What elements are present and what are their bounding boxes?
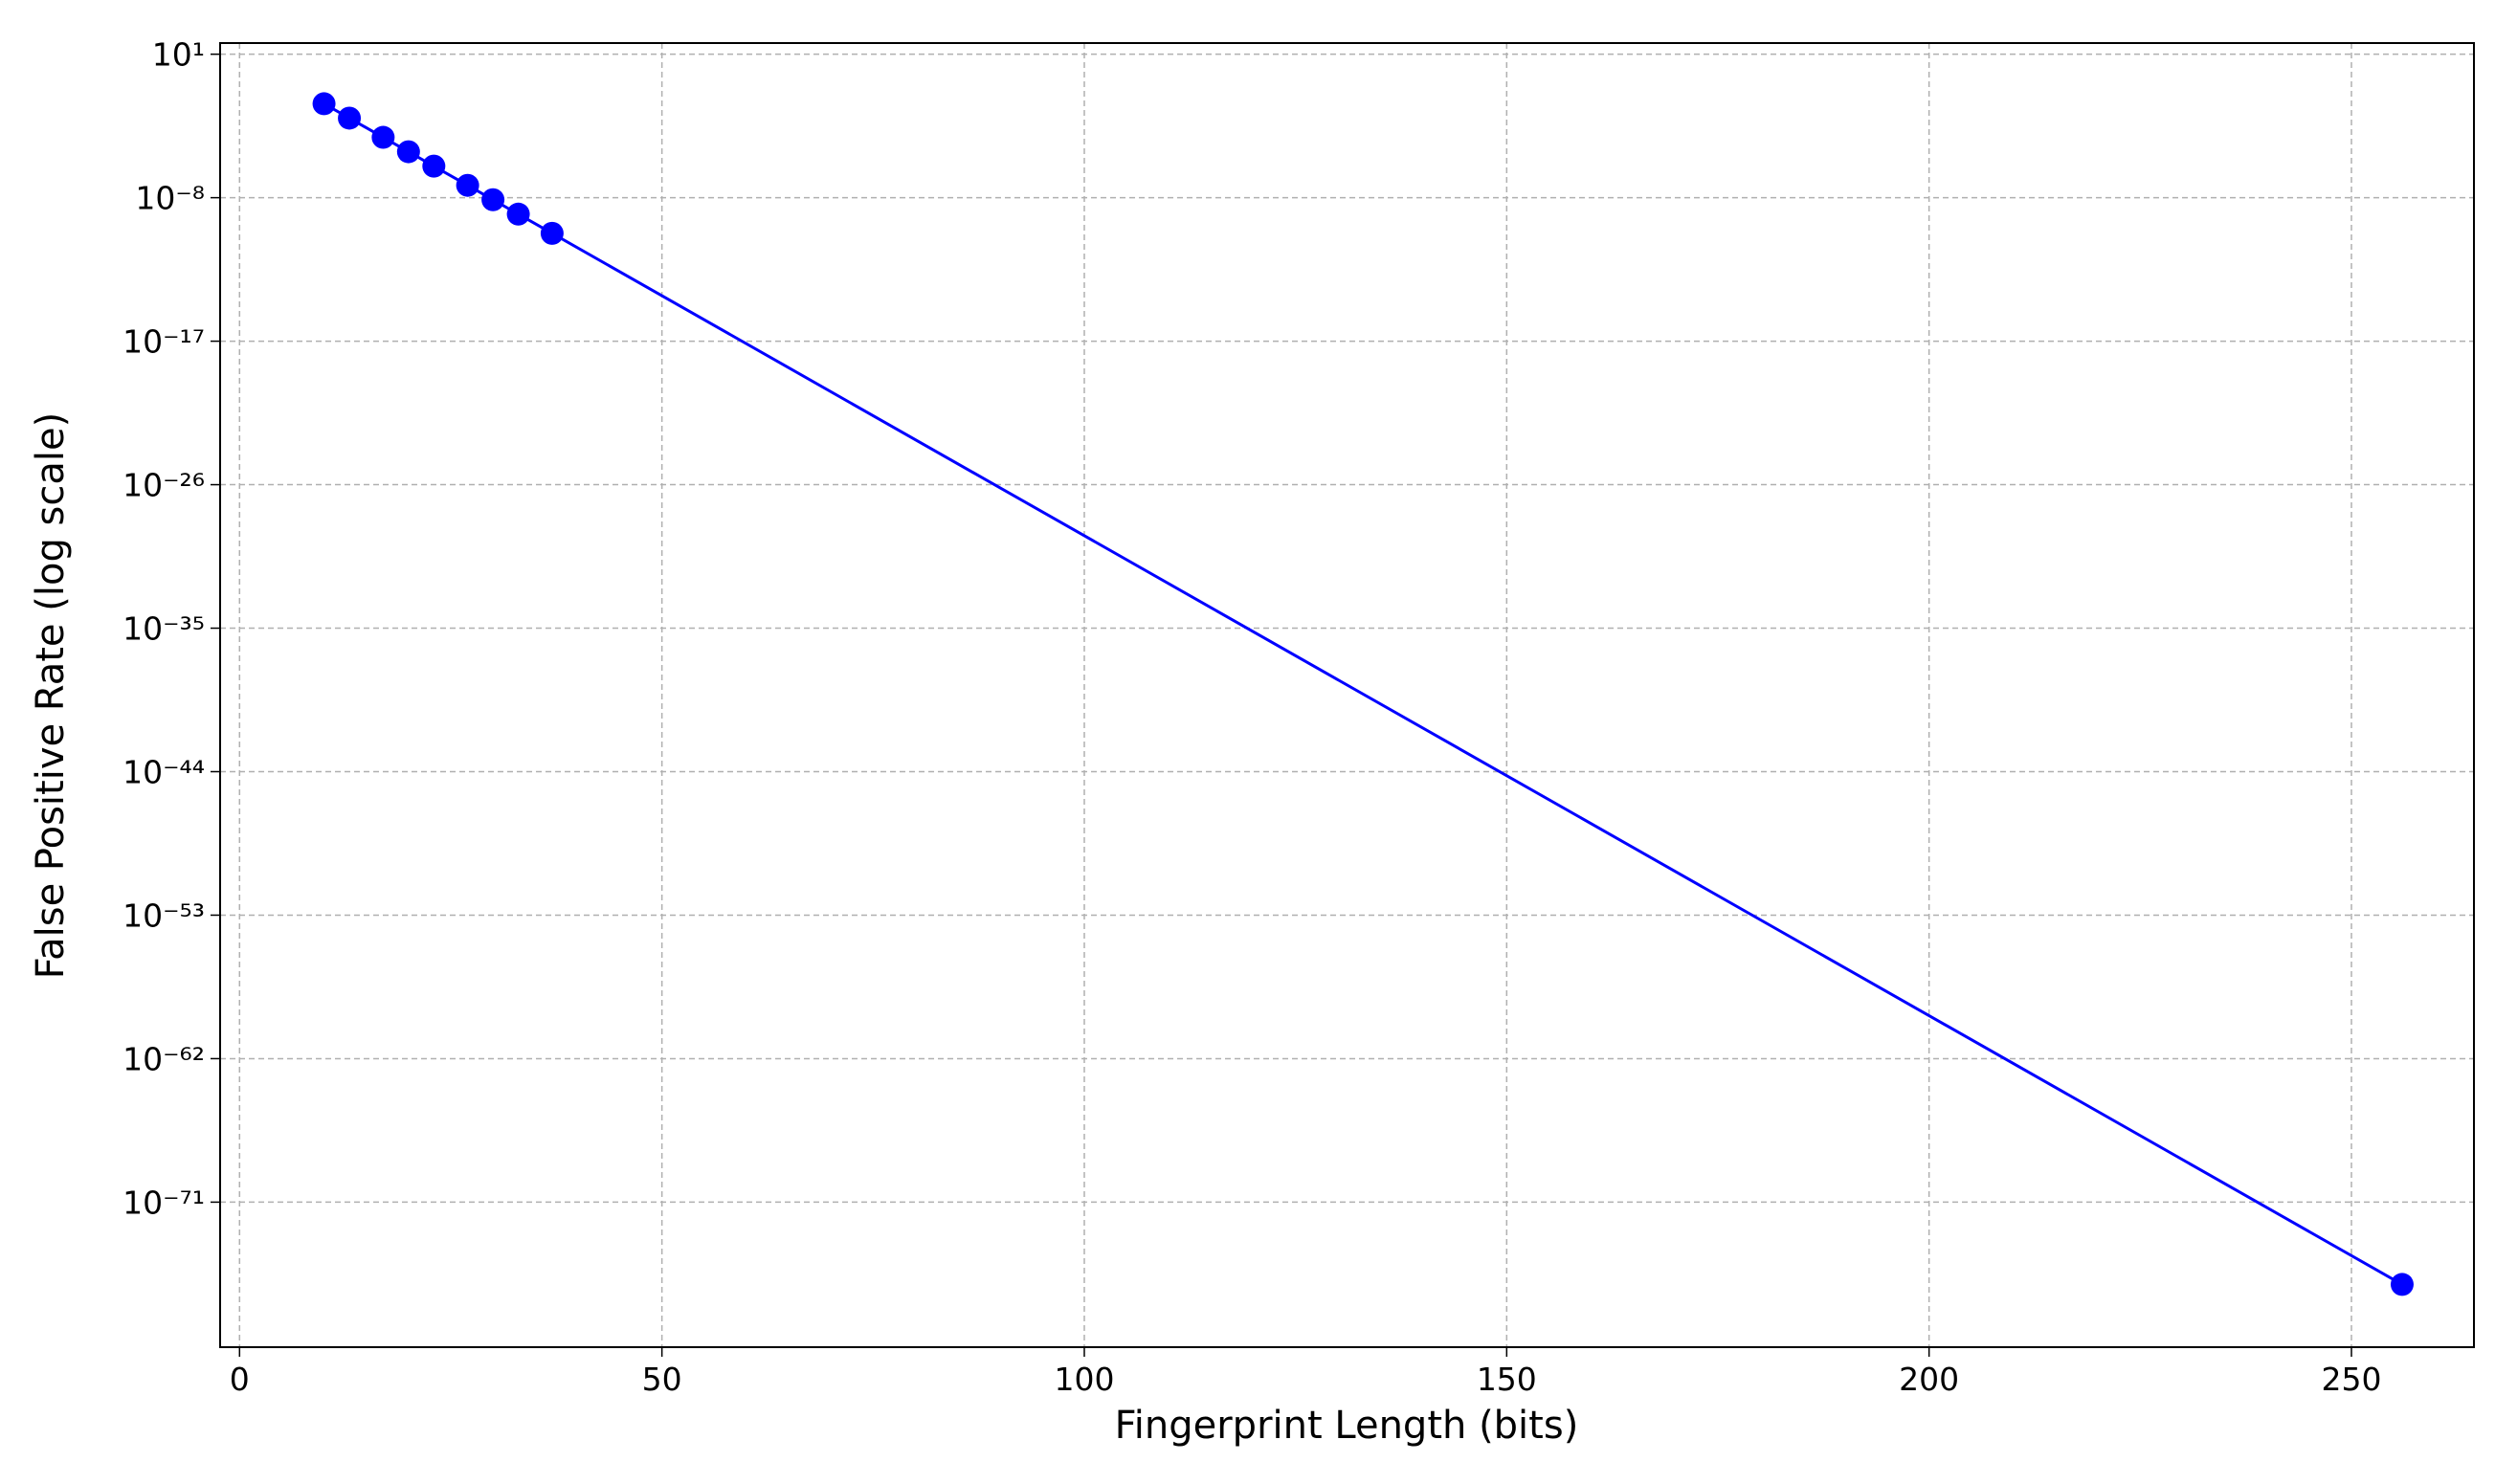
y-tick-label: 10⁻⁴⁴: [123, 754, 205, 791]
marker: [422, 154, 446, 178]
line: [323, 102, 2403, 1286]
y-tick-label: 10⁻⁸: [135, 180, 205, 217]
marker: [312, 92, 336, 116]
y-tick-label: 10⁻⁶²: [123, 1040, 205, 1077]
y-tick-label: 10¹: [152, 36, 205, 74]
x-tick-label: 50: [642, 1361, 682, 1398]
y-axis-label: False Positive Rate (log scale): [29, 412, 73, 979]
marker: [456, 173, 479, 197]
marker: [2390, 1273, 2414, 1296]
y-tick-label: 10⁻³⁵: [123, 610, 205, 648]
x-tick-label: 250: [2322, 1361, 2382, 1398]
marker: [506, 202, 530, 226]
y-tick-label: 10⁻¹⁷: [123, 323, 205, 361]
y-tick-label: 10⁻²⁶: [123, 467, 205, 504]
x-tick-label: 150: [1477, 1361, 1537, 1398]
marker: [481, 188, 505, 211]
marker: [396, 140, 420, 164]
x-tick-label: 0: [230, 1361, 250, 1398]
x-tick-label: 200: [1899, 1361, 1959, 1398]
marker: [371, 125, 395, 149]
y-tick-label: 10⁻⁷¹: [123, 1184, 205, 1221]
plot-frame: [219, 42, 2475, 1348]
x-tick-label: 100: [1054, 1361, 1114, 1398]
marker: [540, 221, 564, 245]
y-tick-label: 10⁻⁵³: [123, 897, 205, 934]
marker: [338, 106, 362, 130]
x-axis-label: Fingerprint Length (bits): [1115, 1404, 1579, 1448]
